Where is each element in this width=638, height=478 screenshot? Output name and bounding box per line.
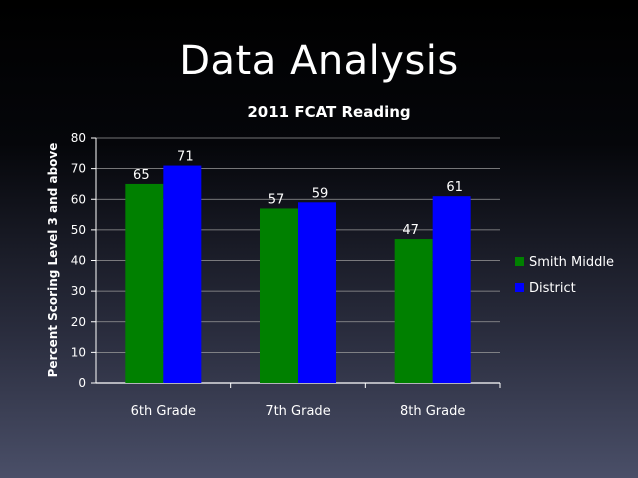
legend: Smith Middle District <box>515 255 614 296</box>
chart-title: 2011 FCAT Reading <box>247 103 410 121</box>
bar-smith-middle <box>394 239 433 383</box>
bar-district <box>163 165 202 383</box>
y-tick-labels: 0 10 20 30 40 50 60 70 80 <box>71 131 86 390</box>
x-tick-label: 7th Grade <box>265 404 330 419</box>
y-tick-label: 30 <box>71 284 86 298</box>
y-tick-label: 60 <box>71 192 86 206</box>
data-labels: 65 71 57 59 47 61 <box>133 150 463 239</box>
x-tick-label: 8th Grade <box>400 404 465 419</box>
y-tick-label: 40 <box>71 254 86 268</box>
bar-smith-middle <box>260 208 298 383</box>
legend-entry: District <box>529 281 576 296</box>
legend-entry: Smith Middle <box>529 255 614 270</box>
slide-title: Data Analysis <box>179 38 459 84</box>
data-label: 59 <box>312 186 329 201</box>
data-label: 71 <box>177 150 194 165</box>
bar-district <box>298 202 336 383</box>
y-tick-label: 20 <box>71 315 86 329</box>
y-tick-label: 10 <box>71 345 86 359</box>
x-tick-label: 6th Grade <box>131 404 196 419</box>
legend-swatch <box>515 257 524 266</box>
x-tick-labels: 6th Grade 7th Grade 8th Grade <box>131 404 466 419</box>
bar-district <box>432 196 471 383</box>
y-tick-label: 70 <box>71 162 86 176</box>
data-label: 57 <box>268 192 285 207</box>
y-tick-label: 80 <box>71 131 86 145</box>
y-tick-label: 50 <box>71 223 86 237</box>
data-label: 47 <box>402 223 419 238</box>
data-label: 61 <box>446 180 463 195</box>
data-label: 65 <box>133 168 150 183</box>
y-axis-label: Percent Scoring Level 3 and above <box>46 143 60 378</box>
bars <box>125 165 471 383</box>
y-tick-label: 0 <box>78 376 86 390</box>
legend-swatch <box>515 283 524 292</box>
bar-smith-middle <box>125 183 164 383</box>
